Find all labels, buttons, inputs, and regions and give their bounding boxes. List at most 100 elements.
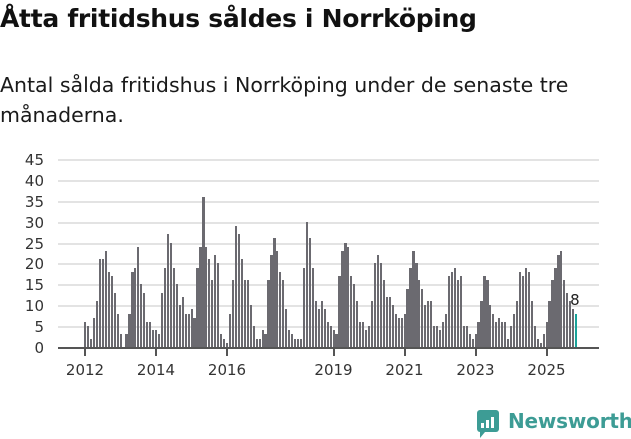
bar xyxy=(270,255,273,347)
bar xyxy=(382,280,385,347)
bar xyxy=(98,259,101,347)
bar xyxy=(240,259,243,347)
bar xyxy=(181,296,184,347)
bar xyxy=(152,330,155,347)
bar xyxy=(353,284,356,347)
bar xyxy=(560,250,563,347)
bar xyxy=(332,330,335,347)
bar xyxy=(297,338,300,347)
bar xyxy=(551,280,554,347)
bar xyxy=(134,267,137,347)
bar xyxy=(113,292,116,347)
bar xyxy=(252,326,255,347)
gridline xyxy=(58,159,599,161)
bar xyxy=(391,305,394,347)
x-tick xyxy=(474,349,477,356)
bar xyxy=(228,313,232,347)
bar xyxy=(385,296,388,347)
bar xyxy=(515,301,519,347)
x-tick xyxy=(226,349,228,356)
bar xyxy=(539,342,542,347)
bar xyxy=(530,301,533,347)
bar xyxy=(341,250,344,347)
bar xyxy=(439,330,442,347)
x-tick xyxy=(84,349,86,356)
bar xyxy=(311,267,314,347)
bar xyxy=(518,271,522,347)
bar xyxy=(409,267,412,347)
bar xyxy=(480,301,483,347)
gridline xyxy=(58,242,599,245)
bar xyxy=(178,305,181,347)
bar xyxy=(572,309,575,347)
x-axis xyxy=(58,347,599,349)
newsworthy-logo: Newsworthy xyxy=(477,409,631,438)
bar xyxy=(317,309,320,347)
x-tick-label: 2016 xyxy=(207,361,247,379)
bar xyxy=(462,326,465,347)
bar xyxy=(575,313,578,347)
y-tick-label: 40 xyxy=(24,171,44,190)
bar xyxy=(394,313,397,347)
bar xyxy=(474,334,477,347)
bar xyxy=(249,305,252,347)
bar xyxy=(187,313,190,347)
bar xyxy=(335,334,338,347)
bar xyxy=(465,326,468,347)
bar xyxy=(211,280,214,347)
x-tick-label: 2014 xyxy=(136,361,176,379)
bar xyxy=(566,292,569,347)
bar xyxy=(403,313,406,347)
x-tick xyxy=(403,349,406,356)
bar xyxy=(291,334,294,347)
bar-chart-speech-bubble-icon xyxy=(477,410,499,438)
bar xyxy=(450,271,454,347)
bar xyxy=(92,317,96,347)
bar xyxy=(468,334,471,347)
bar xyxy=(501,321,504,347)
logo-text: Newsworthy xyxy=(508,409,631,433)
bar xyxy=(406,288,409,347)
bar xyxy=(557,255,560,347)
x-tick-label: 2021 xyxy=(385,361,424,379)
bar xyxy=(143,292,146,347)
bar xyxy=(365,330,368,347)
bar xyxy=(160,292,164,347)
bar xyxy=(246,280,249,347)
gridline xyxy=(58,179,599,182)
bar xyxy=(166,234,170,347)
bar xyxy=(397,317,400,347)
bar xyxy=(214,255,217,347)
bar xyxy=(492,313,495,347)
x-tick-label: 2025 xyxy=(527,361,566,379)
bar xyxy=(527,271,530,347)
bar xyxy=(418,280,421,347)
bar xyxy=(184,313,187,347)
chart-title: Åtta fritidshus såldes i Norrköping xyxy=(0,4,477,33)
y-tick-label: 45 xyxy=(24,151,44,169)
bar xyxy=(433,326,436,347)
bar xyxy=(119,334,122,347)
y-tick-label: 5 xyxy=(34,318,44,337)
bar xyxy=(512,313,516,347)
bar xyxy=(146,321,149,347)
y-tick-label: 35 xyxy=(24,192,44,211)
bar xyxy=(320,301,323,347)
bar xyxy=(84,321,87,347)
x-tick xyxy=(545,349,548,356)
last-value-annotation: 8 xyxy=(570,290,580,309)
bar xyxy=(282,280,285,347)
bar xyxy=(507,338,510,347)
bar xyxy=(285,309,288,347)
bar xyxy=(545,321,548,347)
bar xyxy=(441,321,445,347)
bar xyxy=(483,275,486,347)
bar xyxy=(299,338,303,347)
bar xyxy=(548,301,551,347)
bar xyxy=(302,267,306,347)
bar xyxy=(196,267,199,347)
gridline xyxy=(58,305,599,308)
bar xyxy=(427,301,430,347)
bar xyxy=(533,326,536,347)
bar xyxy=(379,263,383,347)
